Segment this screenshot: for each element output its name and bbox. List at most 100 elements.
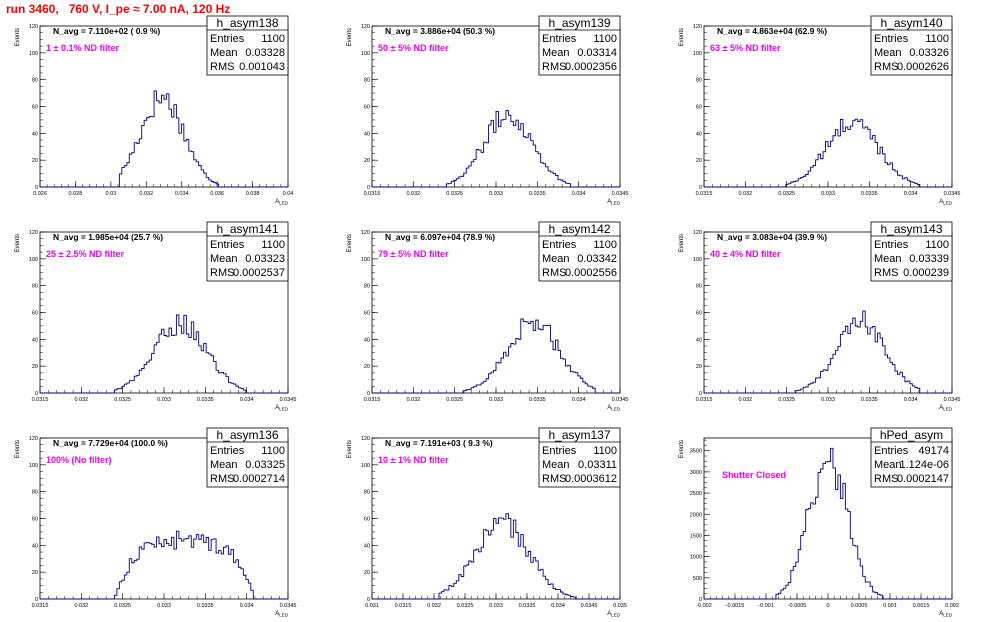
- x-tick-label: 0.0325: [114, 603, 131, 609]
- stats-box: [538, 221, 621, 282]
- stats-label: Entries: [210, 445, 245, 457]
- filter-label: 79 ± 5% ND filter: [378, 249, 449, 259]
- y-tick-label: 80: [32, 78, 38, 84]
- y-tick-label: 20: [364, 570, 370, 576]
- y-tick-label: 0: [35, 597, 38, 603]
- filter-label: 50 ± 5% ND filter: [378, 43, 449, 53]
- y-tick-label: 100: [361, 463, 370, 469]
- y-tick-label: 60: [696, 105, 702, 111]
- x-tick-label: -0.002: [696, 603, 712, 609]
- stats-label: Entries: [210, 239, 245, 251]
- x-axis-label: ALED: [939, 199, 953, 206]
- stats-label: Entries: [874, 445, 909, 457]
- x-tick-label: 0.033: [157, 397, 171, 403]
- x-tick-label: 0.031: [365, 603, 379, 609]
- y-axis-label: Events: [15, 440, 21, 458]
- stats-value: 0.03323: [245, 253, 285, 265]
- histogram-curve: [372, 513, 620, 600]
- y-tick-label: 80: [696, 284, 702, 290]
- x-tick-label: 0.0335: [861, 397, 878, 403]
- y-tick-label: 0: [699, 597, 702, 603]
- y-tick-label: 120: [29, 24, 38, 30]
- stats-value: 1.124e-06: [899, 459, 949, 471]
- y-tick-label: 100: [29, 257, 38, 263]
- x-tick-label: 0.0315: [32, 397, 49, 403]
- x-tick-label: 0.0345: [581, 603, 598, 609]
- y-tick-label: 80: [364, 284, 370, 290]
- x-tick-label: 0.0325: [457, 603, 474, 609]
- y-axis-label: Events: [679, 440, 685, 458]
- x-tick-label: 0.038: [246, 191, 260, 197]
- x-tick-label: 0.032: [406, 397, 420, 403]
- x-tick-label: 0.0325: [114, 397, 131, 403]
- stats-value: 0.000239: [903, 267, 949, 279]
- stats-label: Mean: [874, 459, 902, 471]
- stats-title: h_asym142: [548, 222, 610, 236]
- stats-value: 0.001043: [239, 61, 285, 73]
- stats-box: [538, 427, 621, 488]
- x-tick-label: 0.0015: [913, 603, 930, 609]
- stats-title: h_asym141: [216, 222, 278, 236]
- stats-label: Mean: [210, 47, 238, 59]
- stats-value: 0.0002714: [233, 473, 285, 485]
- x-tick-label: 0.036: [210, 191, 224, 197]
- x-tick-label: 0.033: [489, 191, 503, 197]
- y-tick-label: 40: [364, 337, 370, 343]
- stats-label: Entries: [542, 33, 577, 45]
- x-tick-label: 0.034: [240, 397, 254, 403]
- y-tick-label: 60: [364, 105, 370, 111]
- stats-title: h_asym140: [880, 16, 942, 30]
- x-tick-label: 0.002: [945, 603, 959, 609]
- histogram-curve: [372, 318, 620, 394]
- x-tick-label: 0.0335: [529, 397, 546, 403]
- y-axis-label: Events: [15, 234, 21, 252]
- x-tick-label: 0.0335: [519, 603, 536, 609]
- x-tick-label: 0.033: [821, 397, 835, 403]
- y-tick-label: 80: [364, 78, 370, 84]
- stats-label: RMS: [874, 473, 898, 485]
- y-tick-label: 20: [32, 158, 38, 164]
- y-axis-label: Events: [15, 28, 21, 46]
- y-tick-label: 0: [699, 391, 702, 397]
- x-tick-label: 0.034: [551, 603, 565, 609]
- y-tick-label: 40: [32, 337, 38, 343]
- histogram-h_asym136: 0 20 40 60 80 100 120 0.0315 0.032 0.0325 0.033 0.0…: [15, 427, 296, 618]
- x-tick-label: 0.032: [738, 191, 752, 197]
- x-tick-label: 0.033: [489, 603, 503, 609]
- y-tick-label: 20: [32, 364, 38, 370]
- histogram-curve: [704, 118, 952, 188]
- y-tick-label: 40: [32, 543, 38, 549]
- x-tick-label: 0.032: [74, 603, 88, 609]
- y-tick-label: 3500: [690, 449, 702, 455]
- x-tick-label: 0.0335: [197, 397, 214, 403]
- stats-label: Entries: [542, 239, 577, 251]
- x-tick-label: 0.034: [572, 191, 586, 197]
- x-tick-label: 0.034: [904, 397, 918, 403]
- x-tick-label: 0.034: [572, 397, 586, 403]
- stats-label: Mean: [874, 47, 902, 59]
- stats-box: [870, 221, 953, 282]
- y-tick-label: 80: [32, 490, 38, 496]
- x-tick-label: 0: [826, 603, 829, 609]
- y-tick-label: 100: [29, 51, 38, 57]
- stats-label: RMS: [874, 61, 898, 73]
- y-tick-label: 20: [696, 158, 702, 164]
- y-tick-label: 60: [696, 311, 702, 317]
- y-axis-label: Events: [347, 234, 353, 252]
- filter-label: 100% (No filter): [46, 455, 112, 465]
- stats-value: 49174: [918, 445, 949, 457]
- stats-label: Entries: [210, 33, 245, 45]
- histogram-curve: [40, 314, 288, 394]
- y-tick-label: 40: [32, 131, 38, 137]
- stats-label: Mean: [210, 253, 238, 265]
- stats-value: 0.03326: [909, 47, 949, 59]
- y-tick-label: 120: [29, 230, 38, 236]
- stats-value: 0.03339: [909, 253, 949, 265]
- x-axis-label: ALED: [275, 405, 289, 412]
- y-tick-label: 80: [364, 490, 370, 496]
- x-tick-label: 0.0325: [778, 397, 795, 403]
- x-tick-label: 0.032: [139, 191, 153, 197]
- histogram-curve: [372, 110, 620, 188]
- stats-box: [870, 427, 953, 488]
